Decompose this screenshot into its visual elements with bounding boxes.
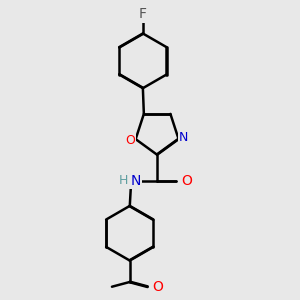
Text: H: H bbox=[119, 174, 128, 188]
Text: O: O bbox=[125, 134, 135, 147]
Text: F: F bbox=[139, 8, 147, 22]
Text: O: O bbox=[182, 174, 192, 188]
Text: O: O bbox=[152, 280, 163, 294]
Text: N: N bbox=[179, 131, 188, 145]
Text: N: N bbox=[130, 174, 141, 188]
